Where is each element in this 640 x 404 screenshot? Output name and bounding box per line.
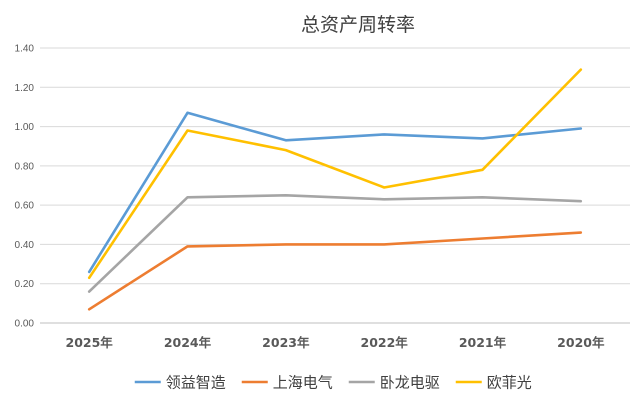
y-tick-label: 0.80: [15, 161, 35, 172]
y-tick-label: 1.40: [15, 44, 35, 55]
series-lines: [87, 68, 583, 311]
series-line: [87, 194, 583, 293]
y-tick-label: 1.00: [15, 122, 35, 133]
chart-title: 总资产周转率: [301, 14, 415, 36]
x-axis-ticks: 2025年 2024年 2023年 2022年 2021年 2020年: [66, 335, 605, 350]
legend: 领益智造 上海电气 卧龙电驱 欧菲光: [134, 374, 532, 392]
x-tick-label: 2025年: [66, 335, 114, 350]
series-line: [87, 231, 583, 311]
y-tick-label: 0.60: [15, 201, 35, 212]
series-line: [87, 111, 583, 274]
y-axis-ticks: 0.00 0.20 0.40 0.60 0.80 1.00 1.20 1.40: [15, 44, 35, 330]
legend-item: 领益智造: [134, 374, 226, 392]
y-tick-label: 0.20: [15, 279, 35, 290]
legend-label: 欧菲光: [487, 374, 532, 392]
y-tick-label: 0.00: [15, 319, 35, 330]
legend-label: 上海电气: [273, 374, 333, 392]
legend-label: 领益智造: [166, 374, 226, 392]
legend-label: 卧龙电驱: [380, 374, 440, 392]
series-line: [87, 68, 583, 280]
y-tick-label: 0.40: [15, 240, 35, 251]
legend-item: 上海电气: [241, 374, 333, 392]
x-tick-label: 2022年: [361, 335, 409, 350]
x-tick-label: 2024年: [164, 335, 212, 350]
y-tick-label: 1.20: [15, 83, 35, 94]
x-tick-label: 2021年: [459, 335, 507, 350]
legend-item: 卧龙电驱: [348, 374, 440, 392]
gridlines: [40, 47, 630, 324]
x-tick-label: 2020年: [557, 335, 605, 350]
x-tick-label: 2023年: [262, 335, 310, 350]
legend-item: 欧菲光: [455, 374, 532, 392]
